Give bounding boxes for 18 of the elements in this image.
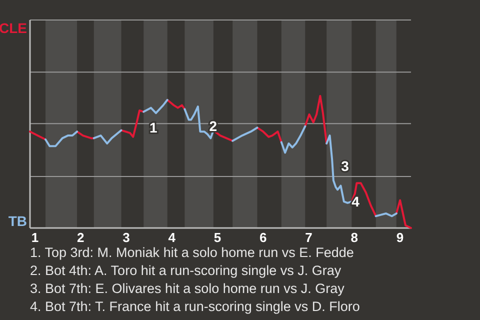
x-tick-label: 7 <box>305 230 312 245</box>
x-tick-label: 2 <box>77 230 84 245</box>
x-tick-label: 6 <box>260 230 267 245</box>
x-tick-label: 3 <box>122 230 130 245</box>
text: 3. Bot 7th: E. Olivares hit a solo home run vs J. Gray <box>30 281 345 296</box>
text: 4. Bot 7th: T. France hit a run-scoring single vs D. Floro <box>30 299 360 314</box>
text: 1. Top 3rd: M. Moniak hit a solo home run vs E. Fedde <box>30 245 354 260</box>
text: TB <box>8 213 27 229</box>
annotation: 4 <box>352 193 360 210</box>
x-tick-label: 4 <box>168 230 176 245</box>
x-tick-label: 9 <box>396 230 404 245</box>
x-tick-label: 1 <box>31 230 39 245</box>
text: 2. Bot 4th: A. Toro hit a run-scoring single vs J. Gray <box>30 263 342 278</box>
x-tick-label: 5 <box>214 230 222 245</box>
annotation: 1 <box>150 120 158 136</box>
annotation: 3 <box>341 158 350 174</box>
annotation: 2 <box>209 118 218 134</box>
x-tick-label: 8 <box>350 230 358 245</box>
